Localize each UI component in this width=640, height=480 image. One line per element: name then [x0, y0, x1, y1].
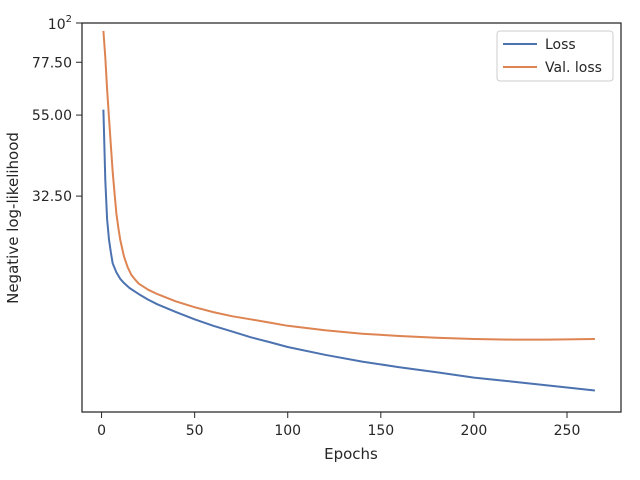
plot-lines [102, 30, 596, 392]
legend-label-loss: Loss [545, 37, 576, 53]
y-tick-label: 32.50 [32, 189, 72, 205]
x-axis-ticks: 0 50 100 150 200 250 [97, 412, 580, 439]
x-tick-label: 150 [367, 423, 394, 439]
y-tick-label: 55.00 [32, 108, 72, 124]
x-tick-label: 200 [461, 423, 488, 439]
x-tick-label: 50 [186, 423, 204, 439]
y-axis-top-tick: 102 [48, 14, 82, 33]
y-axis-ticks: 32.50 55.00 77.50 [32, 55, 82, 205]
series-line-val-loss [102, 30, 595, 341]
x-tick-label: 0 [97, 423, 106, 439]
series-line-loss [102, 109, 596, 392]
legend: Loss Val. loss [496, 30, 614, 82]
y-tick-label: 77.50 [32, 55, 72, 71]
axes-frame [81, 22, 622, 413]
legend-label-val-loss: Val. loss [545, 60, 602, 76]
x-tick-label: 250 [554, 423, 581, 439]
x-tick-label: 100 [274, 423, 301, 439]
y-axis-label: Negative log-likelihood [4, 132, 22, 304]
y-tick-label-top: 102 [48, 14, 72, 33]
x-axis-label: Epochs [324, 445, 378, 463]
